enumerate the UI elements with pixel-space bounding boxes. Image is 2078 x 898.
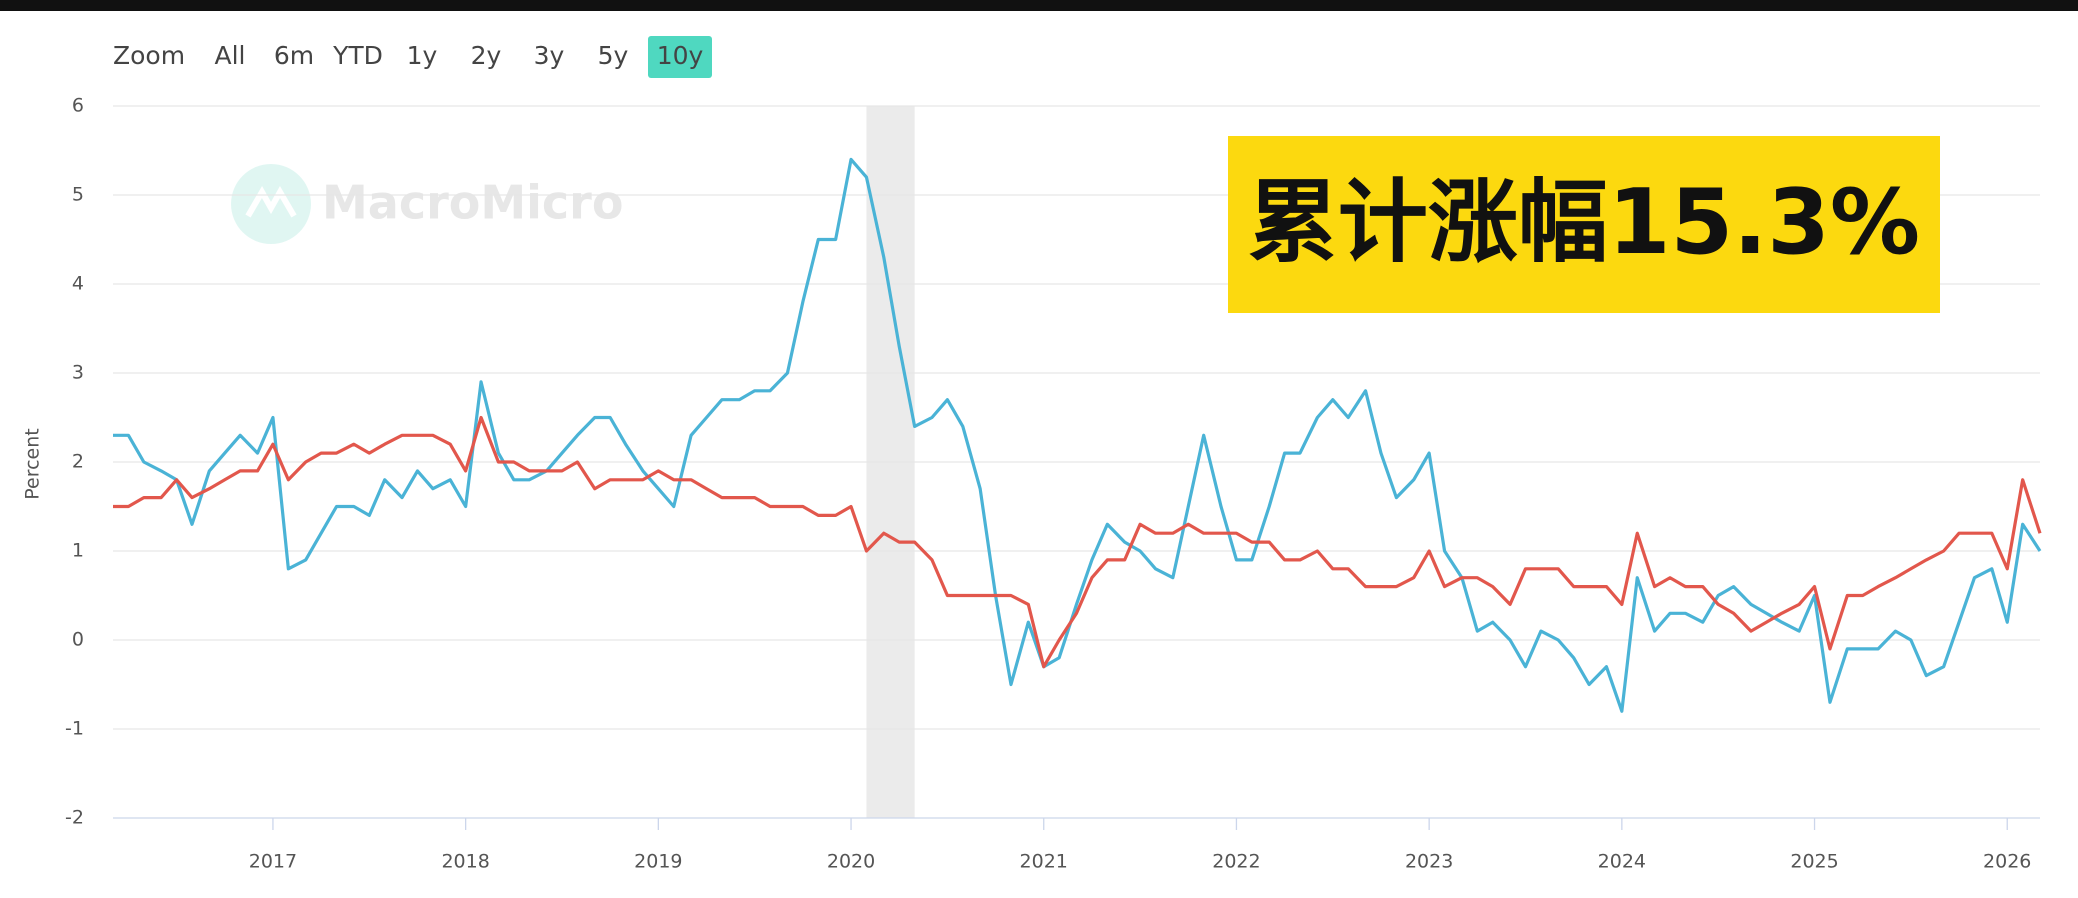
watermark-logo [231, 164, 311, 244]
x-tick-label: 2025 [1790, 851, 1838, 873]
y-tick-label: -1 [65, 718, 84, 740]
x-tick-label: 2022 [1212, 851, 1260, 873]
watermark-text: MacroMicro [322, 176, 623, 230]
y-tick-label: -2 [65, 807, 84, 829]
series-line [113, 157, 2042, 713]
x-tick-label: 2017 [249, 851, 297, 873]
y-tick-label: 4 [72, 273, 84, 295]
range-button[interactable]: YTD [332, 41, 383, 70]
x-tick-label: 2024 [1598, 851, 1646, 873]
y-tick-label: 5 [72, 184, 84, 206]
top-bar [0, 0, 2078, 11]
watermark: MacroMicro [231, 164, 623, 244]
x-tick-label: 2026 [1983, 851, 2031, 873]
range-button[interactable]: 5y [598, 41, 629, 70]
y-tick-label: 3 [72, 362, 84, 384]
zoom-label: Zoom [113, 41, 185, 70]
x-tick-label: 2021 [1020, 851, 1068, 873]
y-axis-label: Percent [22, 428, 44, 500]
range-button[interactable]: 1y [407, 41, 438, 70]
range-button[interactable]: 3y [534, 41, 565, 70]
series-line [113, 415, 2042, 669]
annotation: 累计涨幅15.3% [1248, 170, 1920, 275]
annotation-box [1228, 136, 1940, 313]
watermark-icon [245, 185, 297, 218]
range-button-bg[interactable] [648, 36, 712, 78]
range-button[interactable]: All [215, 41, 246, 70]
x-tick-label: 2020 [827, 851, 875, 873]
x-tick-label: 2018 [441, 851, 489, 873]
range-button[interactable]: 10y [657, 41, 704, 70]
range-button[interactable]: 6m [274, 41, 314, 70]
x-tick-label: 2023 [1405, 851, 1453, 873]
y-tick-label: 2 [72, 451, 84, 473]
y-tick-label: 0 [72, 629, 84, 651]
y-tick-label: 6 [72, 95, 84, 117]
x-tick-label: 2019 [634, 851, 682, 873]
y-tick-label: 1 [72, 540, 84, 562]
range-button[interactable]: 2y [471, 41, 502, 70]
